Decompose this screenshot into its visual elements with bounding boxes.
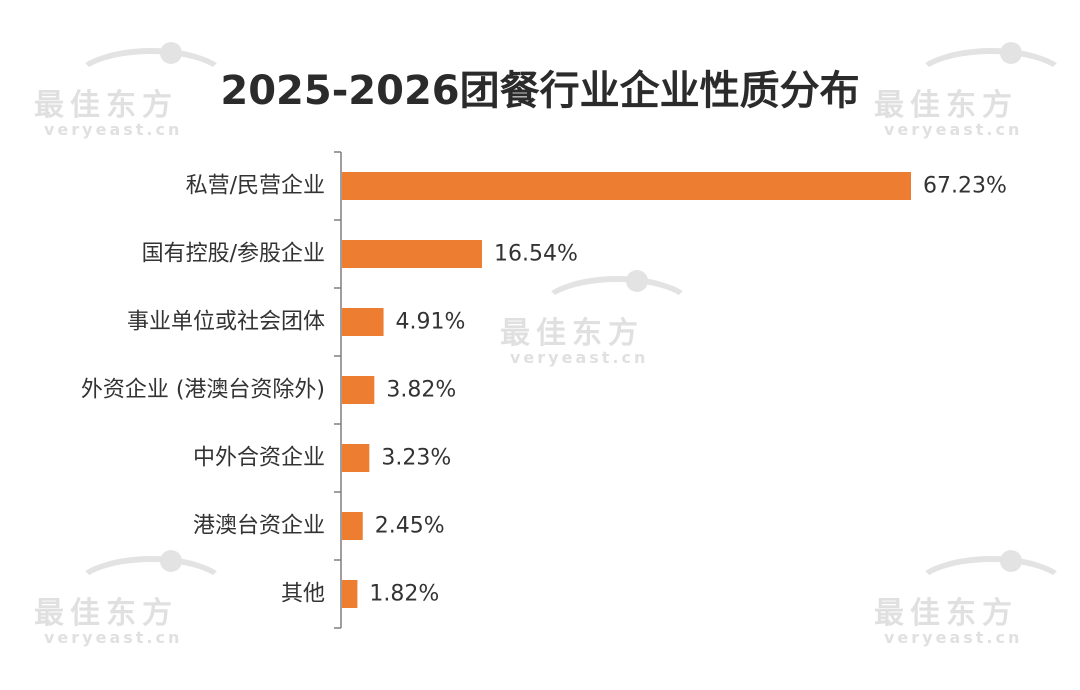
- category-label: 其他: [281, 582, 325, 607]
- value-label: 3.23%: [381, 446, 451, 471]
- chart-title: 2025-2026团餐行业企业性质分布: [220, 68, 860, 114]
- category-label: 事业单位或社会团体: [127, 310, 325, 335]
- category-label: 私营/民营企业: [186, 174, 325, 199]
- value-label: 2.45%: [375, 514, 445, 539]
- value-label: 16.54%: [494, 242, 578, 267]
- category-label: 国有控股/参股企业: [142, 242, 325, 267]
- bar: [342, 240, 482, 268]
- value-label: 4.91%: [396, 310, 466, 335]
- bar: [342, 376, 375, 404]
- category-label: 中外合资企业: [193, 446, 325, 471]
- category-label: 外资企业 (港澳台资除外): [81, 378, 325, 403]
- category-label: 港澳台资企业: [193, 514, 325, 539]
- value-label: 1.82%: [369, 582, 439, 607]
- bar: [342, 512, 363, 540]
- bar: [342, 308, 384, 336]
- value-label: 67.23%: [923, 174, 1007, 199]
- value-label: 3.82%: [386, 378, 456, 403]
- bar: [342, 444, 370, 472]
- bar: [342, 580, 358, 608]
- bar: [342, 172, 911, 200]
